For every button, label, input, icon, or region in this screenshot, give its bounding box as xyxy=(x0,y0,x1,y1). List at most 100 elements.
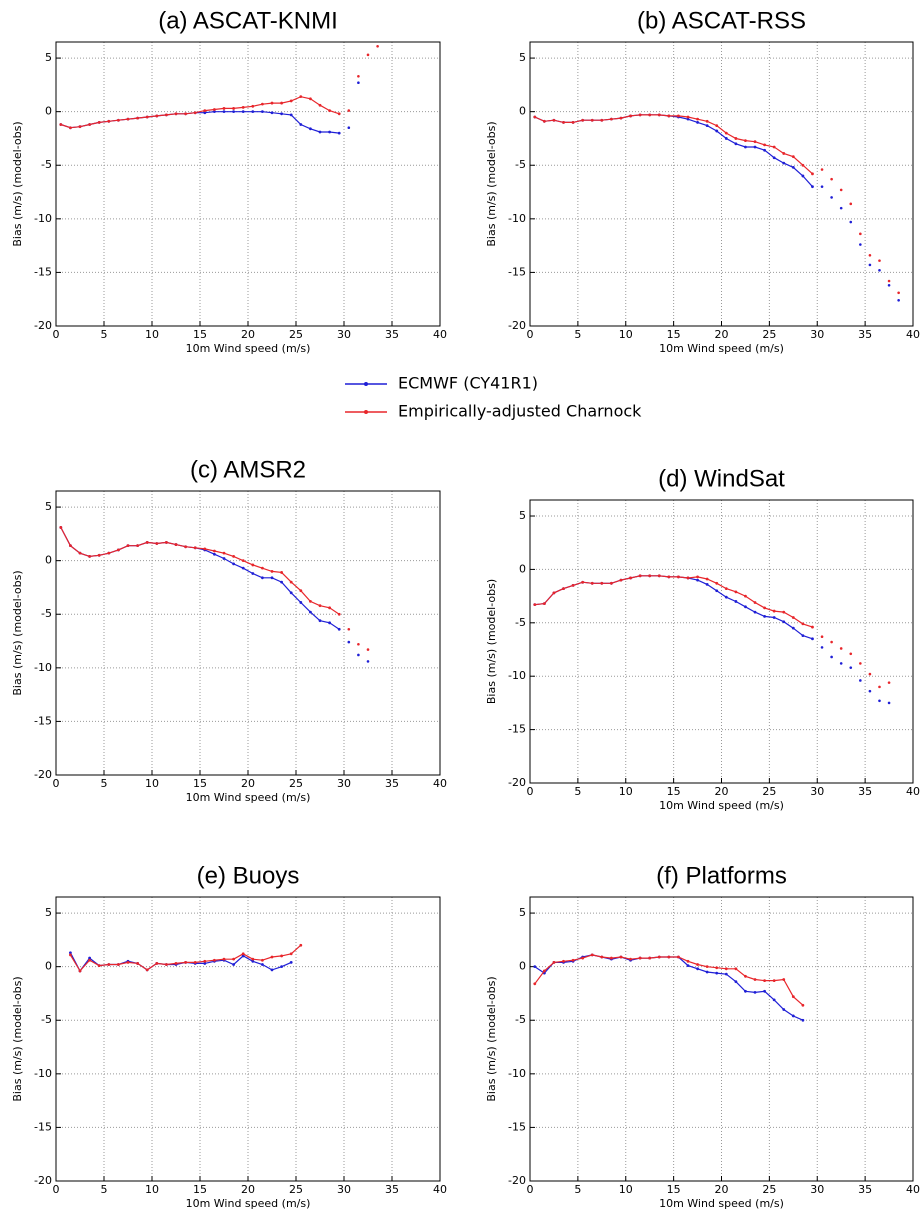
y-tick-label: -10 xyxy=(508,1067,526,1080)
data-point xyxy=(155,542,159,545)
data-point xyxy=(705,965,709,969)
data-point xyxy=(136,116,140,120)
data-point xyxy=(213,958,216,962)
x-tick-label: 25 xyxy=(762,328,776,341)
x-tick-label: 35 xyxy=(858,1183,872,1196)
data-point xyxy=(241,559,245,563)
data-point xyxy=(184,545,188,549)
data-point xyxy=(366,660,370,663)
panel: (a) ASCAT-KNMI 0 5 10 15 20 25 30 35 40 -20 -15 -10 -… xyxy=(11,7,447,355)
data-point xyxy=(222,957,226,961)
data-point xyxy=(696,963,699,966)
data-point xyxy=(222,557,226,560)
x-tick-label: 20 xyxy=(241,777,255,790)
data-point xyxy=(366,648,370,651)
data-point xyxy=(241,566,245,570)
data-point xyxy=(562,587,565,591)
legend-marker xyxy=(364,382,368,386)
data-point xyxy=(772,616,776,619)
data-point xyxy=(78,551,82,555)
y-tick-label: 0 xyxy=(519,105,526,118)
data-point xyxy=(270,111,274,115)
data-point xyxy=(724,595,728,599)
y-tick-label: -20 xyxy=(34,319,52,332)
data-point xyxy=(117,963,120,966)
x-tick-label: 40 xyxy=(433,777,447,790)
y-tick-label: -20 xyxy=(34,1174,52,1187)
data-point xyxy=(280,965,283,969)
x-tick-label: 15 xyxy=(193,777,207,790)
data-point xyxy=(667,955,671,959)
data-point xyxy=(753,601,757,604)
data-point xyxy=(270,968,274,972)
x-tick-label: 35 xyxy=(385,1183,399,1196)
y-axis-label: Bias (m/s) (model-obs) xyxy=(485,121,498,246)
y-tick-label: -15 xyxy=(508,1120,526,1133)
data-point xyxy=(289,580,293,584)
legend-marker xyxy=(364,410,368,414)
data-point xyxy=(581,118,585,122)
data-point xyxy=(753,990,757,994)
data-point xyxy=(107,119,111,123)
data-point xyxy=(357,74,360,78)
y-tick-label: 5 xyxy=(45,500,52,513)
data-point xyxy=(533,115,537,119)
data-point xyxy=(859,232,862,236)
x-tick-label: 10 xyxy=(619,1183,633,1196)
data-point xyxy=(830,655,833,659)
data-point xyxy=(753,978,757,981)
data-point xyxy=(347,640,351,644)
data-point xyxy=(165,113,168,117)
data-point xyxy=(705,577,709,581)
data-point xyxy=(203,111,207,115)
data-point xyxy=(696,117,699,121)
data-point xyxy=(165,963,168,966)
x-tick-label: 10 xyxy=(145,777,159,790)
data-point xyxy=(97,120,101,124)
data-point xyxy=(820,168,824,171)
data-point xyxy=(744,139,747,142)
data-point xyxy=(753,610,757,614)
data-point xyxy=(791,1014,795,1018)
data-point xyxy=(600,581,604,585)
data-point xyxy=(117,118,120,122)
data-point xyxy=(328,130,331,134)
data-point xyxy=(801,163,805,167)
data-point xyxy=(69,544,72,548)
data-point xyxy=(184,112,188,116)
data-point xyxy=(811,185,814,189)
x-tick-label: 40 xyxy=(906,1183,920,1196)
data-point xyxy=(629,957,632,961)
x-tick-label: 15 xyxy=(667,1183,681,1196)
data-point xyxy=(357,642,360,646)
data-point xyxy=(839,188,843,192)
data-line xyxy=(534,954,804,1021)
data-point xyxy=(533,965,537,969)
data-point xyxy=(97,553,101,557)
data-point xyxy=(696,120,699,124)
data-point xyxy=(849,666,853,669)
data-point xyxy=(357,81,360,85)
data-point xyxy=(667,575,671,579)
data-point xyxy=(581,956,585,960)
data-point xyxy=(222,107,226,110)
y-tick-label: -20 xyxy=(508,1174,526,1187)
y-tick-label: -15 xyxy=(34,265,52,278)
x-tick-label: 20 xyxy=(715,328,729,341)
y-tick-label: -5 xyxy=(41,607,52,620)
data-point xyxy=(820,646,824,649)
data-point xyxy=(830,177,833,181)
data-point xyxy=(715,971,719,975)
y-tick-label: 5 xyxy=(45,906,52,919)
data-point xyxy=(88,958,91,962)
data-point xyxy=(619,578,623,582)
data-point xyxy=(868,253,872,257)
x-tick-label: 0 xyxy=(53,777,60,790)
y-axis-label: Bias (m/s) (model-obs) xyxy=(11,121,24,246)
y-tick-label: -15 xyxy=(508,723,526,736)
data-point xyxy=(859,243,862,246)
data-point xyxy=(542,119,546,123)
y-tick-label: 5 xyxy=(519,906,526,919)
data-point xyxy=(270,101,274,105)
data-point xyxy=(571,120,575,124)
